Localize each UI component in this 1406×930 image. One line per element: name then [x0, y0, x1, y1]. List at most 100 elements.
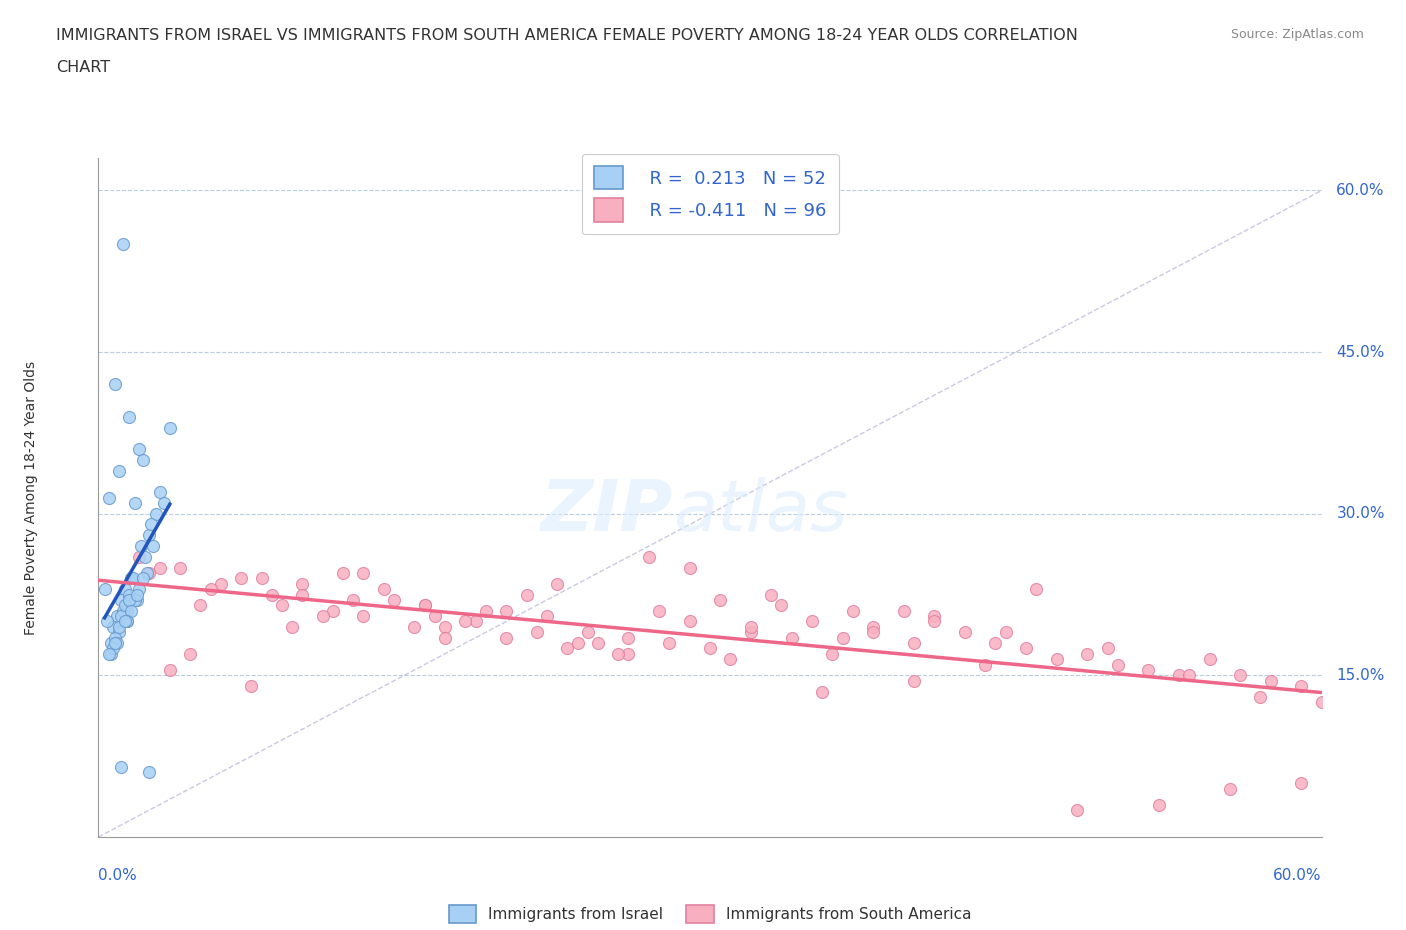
Point [118, 409, 141, 424]
Point [821, 646, 844, 661]
Point [576, 625, 599, 640]
Point [110, 592, 132, 607]
Point [128, 550, 150, 565]
Point [105, 635, 128, 650]
Point [1107, 658, 1129, 672]
Point [141, 517, 163, 532]
Point [120, 604, 142, 618]
Point [586, 635, 609, 650]
Point [811, 684, 834, 699]
Point [922, 614, 945, 629]
Point [801, 614, 824, 629]
Point [1310, 695, 1333, 710]
Point [893, 604, 915, 618]
Point [138, 565, 160, 580]
Point [291, 577, 314, 591]
Point [903, 673, 925, 688]
Text: 30.0%: 30.0% [1336, 506, 1385, 521]
Point [495, 604, 517, 618]
Point [152, 496, 174, 511]
Point [149, 560, 172, 575]
Point [1147, 797, 1170, 812]
Text: atlas: atlas [673, 477, 848, 546]
Point [679, 614, 702, 629]
Point [108, 463, 131, 478]
Point [270, 598, 294, 613]
Point [188, 598, 212, 613]
Point [567, 635, 589, 650]
Point [169, 560, 191, 575]
Point [200, 581, 222, 596]
Point [111, 237, 134, 252]
Point [526, 625, 548, 640]
Point [953, 625, 976, 640]
Point [101, 619, 124, 634]
Point [134, 550, 156, 565]
Point [97, 646, 120, 661]
Point [118, 592, 141, 607]
Point [138, 764, 160, 779]
Text: ZIP: ZIP [541, 477, 673, 546]
Text: 45.0%: 45.0% [1336, 345, 1385, 360]
Point [250, 571, 273, 586]
Point [617, 631, 640, 645]
Point [342, 592, 364, 607]
Point [179, 646, 201, 661]
Point [122, 571, 145, 586]
Point [759, 587, 782, 602]
Point [709, 592, 731, 607]
Point [132, 452, 155, 467]
Point [312, 608, 335, 623]
Point [124, 496, 146, 511]
Point [1025, 581, 1047, 596]
Point [159, 420, 181, 435]
Point [1260, 673, 1282, 688]
Legend: Immigrants from Israel, Immigrants from South America: Immigrants from Israel, Immigrants from … [443, 899, 977, 929]
Point [127, 592, 149, 607]
Point [322, 604, 344, 618]
Point [903, 635, 925, 650]
Point [111, 604, 134, 618]
Point [145, 506, 167, 521]
Point [699, 641, 721, 656]
Point [104, 631, 127, 645]
Point [240, 679, 263, 694]
Point [352, 565, 374, 580]
Point [1076, 646, 1098, 661]
Point [128, 442, 150, 457]
Text: Source: ZipAtlas.com: Source: ZipAtlas.com [1230, 28, 1364, 41]
Point [862, 625, 884, 640]
Text: Female Poverty Among 18-24 Year Olds: Female Poverty Among 18-24 Year Olds [24, 361, 38, 634]
Text: 15.0%: 15.0% [1336, 668, 1385, 683]
Point [454, 614, 477, 629]
Point [110, 760, 132, 775]
Point [862, 619, 884, 634]
Point [740, 619, 762, 634]
Point [118, 587, 141, 602]
Point [115, 614, 138, 629]
Point [132, 571, 155, 586]
Point [433, 631, 456, 645]
Point [104, 635, 127, 650]
Point [474, 604, 498, 618]
Point [770, 598, 793, 613]
Point [1015, 641, 1038, 656]
Point [373, 581, 395, 596]
Point [546, 577, 568, 591]
Point [104, 377, 127, 392]
Point [1291, 679, 1313, 694]
Point [516, 587, 538, 602]
Point [404, 619, 426, 634]
Point [138, 528, 160, 543]
Point [114, 581, 136, 596]
Point [1229, 668, 1251, 683]
Point [974, 658, 997, 672]
Point [149, 485, 172, 499]
Point [382, 592, 405, 607]
Point [114, 614, 136, 629]
Point [984, 635, 1007, 650]
Text: 60.0%: 60.0% [1274, 868, 1322, 883]
Point [718, 652, 742, 667]
Point [922, 608, 945, 623]
Point [555, 641, 579, 656]
